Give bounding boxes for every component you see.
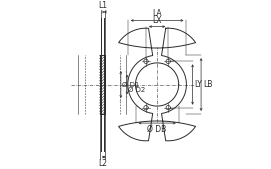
Text: LA: LA [152,9,162,18]
Text: Ø DB: Ø DB [147,125,167,134]
Text: L2: L2 [98,159,107,168]
Text: Ø D2: Ø D2 [128,87,146,93]
Text: LY: LY [195,80,202,89]
Text: L1: L1 [99,1,108,10]
Text: Ø D1: Ø D1 [122,81,140,88]
Text: LX: LX [152,16,162,25]
Text: LB: LB [203,80,212,89]
